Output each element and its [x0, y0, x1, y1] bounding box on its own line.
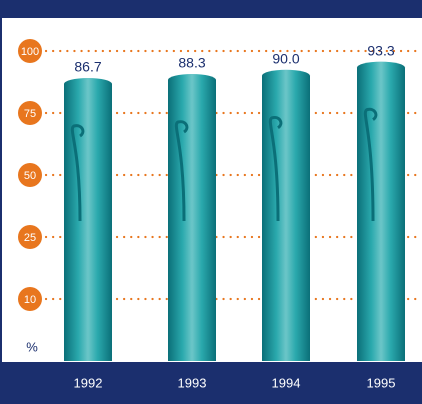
tick-marker	[18, 39, 42, 63]
bar-highlight	[174, 120, 189, 222]
value-label: 93.3	[367, 42, 394, 58]
value-label: 86.7	[74, 59, 101, 75]
x-tick-label: 1994	[272, 375, 301, 390]
left-border	[0, 0, 2, 404]
y-tick-label: 10	[24, 294, 36, 306]
bar	[262, 69, 310, 362]
tick-marker	[18, 101, 42, 125]
bar	[64, 77, 112, 361]
header-band	[0, 0, 422, 18]
y-tick-label: 25	[24, 232, 36, 244]
value-label: 90.0	[272, 51, 299, 67]
bar-highlight	[363, 107, 378, 222]
y-tick-label: 50	[24, 170, 36, 182]
y-tick-label: 100	[21, 46, 39, 58]
tick-marker	[18, 163, 42, 187]
bar-highlight	[70, 124, 85, 222]
bar	[357, 61, 405, 361]
x-tick-label: 1992	[74, 375, 103, 390]
y-axis-label: %	[26, 339, 38, 354]
tick-marker	[18, 287, 42, 311]
footer-band	[0, 362, 422, 404]
value-label: 88.3	[178, 55, 205, 71]
bar	[168, 74, 216, 362]
bar-highlight	[268, 116, 283, 222]
tick-marker	[18, 225, 42, 249]
x-tick-label: 1993	[178, 375, 207, 390]
y-tick-label: 75	[24, 108, 36, 120]
x-tick-label: 1995	[367, 375, 396, 390]
